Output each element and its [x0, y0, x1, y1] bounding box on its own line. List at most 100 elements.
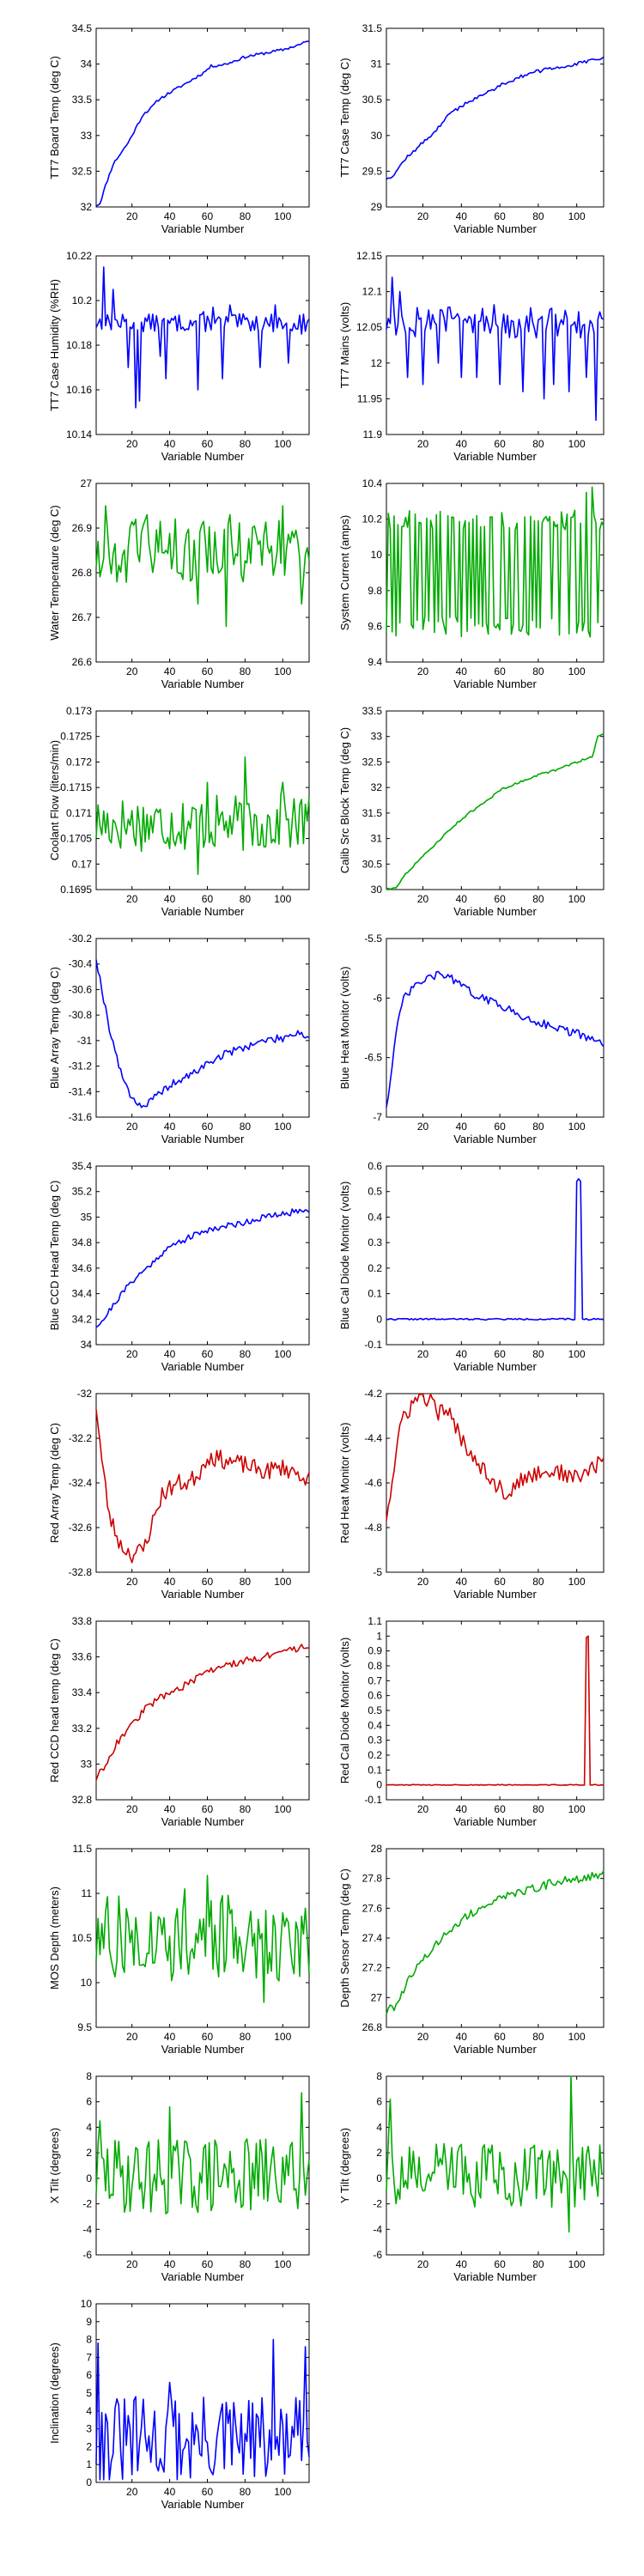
y-tick-label: 33.2	[72, 1722, 93, 1735]
y-axis-label: MOS Depth (meters)	[48, 1886, 61, 1990]
y-tick-label: 9.8	[368, 585, 382, 597]
y-tick-label: 0.2	[368, 1749, 382, 1761]
x-tick-label: 60	[202, 2258, 214, 2270]
y-tick-label: 30.5	[362, 858, 383, 870]
x-axis-label: Variable Number	[453, 1815, 537, 1828]
y-tick-label: 10.14	[66, 428, 92, 440]
y-tick-label: 32.5	[72, 165, 93, 177]
x-tick-label: 100	[274, 893, 291, 905]
y-tick-label: 35	[81, 1211, 93, 1223]
y-tick-label: 0.171	[66, 807, 92, 819]
x-tick-label: 40	[456, 893, 468, 905]
plot-frame	[95, 1393, 310, 1573]
y-tick-label: 30	[371, 130, 383, 142]
x-tick-label: 100	[568, 2258, 586, 2270]
y-tick-label: 31.5	[362, 22, 383, 34]
y-tick-label: 27.6	[362, 1902, 383, 1914]
y-tick-label: -32	[77, 1388, 93, 1400]
y-tick-label: 33	[81, 1758, 93, 1770]
y-axis-label: Water Temperature (deg C)	[48, 505, 61, 641]
x-axis-label: Variable Number	[161, 1815, 245, 1828]
y-tick-label: -6	[373, 2249, 382, 2261]
x-tick-label: 20	[126, 2031, 138, 2043]
y-axis-label: Blue CCD Head Temp (deg C)	[48, 1181, 61, 1331]
plot-frame	[95, 938, 310, 1118]
x-tick-label: 40	[164, 210, 176, 222]
data-series-line	[386, 732, 605, 890]
x-axis-label: Variable Number	[453, 677, 537, 690]
x-tick-label: 100	[568, 1121, 586, 1133]
data-series-line	[95, 2338, 310, 2481]
x-tick-label: 20	[417, 1348, 429, 1360]
y-tick-label: -32.2	[69, 1432, 93, 1444]
y-tick-label: 6	[86, 2096, 92, 2108]
x-tick-label: 100	[568, 2031, 586, 2043]
y-tick-label: 1	[86, 2458, 92, 2470]
x-tick-label: 80	[532, 1348, 544, 1360]
y-tick-label: 0.1	[368, 1764, 382, 1776]
y-tick-label: 8	[86, 2334, 92, 2346]
y-axis-label: Red CCD head temp (deg C)	[48, 1638, 61, 1783]
y-tick-label: 0.8	[368, 1660, 382, 1672]
chart-panel-13: -32.8 -32.6 -32.4 -32.2 -32 20 40 60 80 100 Variab…	[48, 1388, 310, 1601]
y-tick-label: 4	[86, 2405, 92, 2417]
y-tick-label: 0.172	[66, 756, 92, 768]
data-series-line	[95, 756, 310, 875]
data-series-line	[386, 486, 605, 638]
y-tick-label: 33.8	[72, 1615, 93, 1627]
y-tick-label: 32.8	[72, 1794, 93, 1806]
plot-frame	[386, 1620, 605, 1801]
plot-frame	[95, 255, 310, 435]
x-tick-label: 80	[240, 1121, 252, 1133]
x-tick-label: 20	[417, 1803, 429, 1815]
x-tick-label: 20	[126, 1348, 138, 1360]
y-tick-label: 33.6	[72, 1651, 93, 1663]
x-tick-label: 20	[126, 1121, 138, 1133]
plot-frame	[386, 710, 605, 890]
x-tick-label: 100	[568, 1576, 586, 1588]
y-tick-label: 0.1705	[60, 833, 92, 845]
y-tick-label: -6	[82, 2249, 92, 2261]
x-tick-label: 100	[274, 2486, 291, 2498]
chart-panel-18: 26.8 27 27.2 27.4 27.6 27.8 28 20 40 60 80 100 Varia…	[338, 1843, 605, 2056]
y-tick-label: 10.16	[66, 384, 92, 396]
y-tick-label: -32.6	[69, 1522, 93, 1534]
data-series-line	[386, 56, 605, 180]
x-tick-label: 40	[164, 2258, 176, 2270]
x-tick-label: 60	[494, 438, 506, 450]
y-tick-label: -4	[373, 2223, 382, 2235]
y-tick-label: -32.4	[69, 1477, 93, 1489]
y-tick-label: 10.2	[72, 295, 93, 307]
data-series-line	[386, 1178, 605, 1321]
y-tick-label: -31	[77, 1035, 93, 1047]
x-tick-label: 80	[532, 2258, 544, 2270]
x-tick-label: 40	[164, 665, 176, 677]
y-tick-label: 34	[81, 1339, 93, 1351]
chart-panel-7: 0.1695 0.17 0.1705 0.171 0.1715 0.172 0.1725 0.…	[48, 705, 310, 918]
x-tick-label: 60	[202, 210, 214, 222]
y-tick-label: -5.5	[364, 933, 382, 945]
plot-frame	[95, 27, 310, 208]
x-tick-label: 20	[417, 665, 429, 677]
y-tick-label: 6	[86, 2369, 92, 2381]
chart-panel-4: 11.9 11.95 12 12.05 12.1 12.15 20 40 60 80 100 Vari…	[338, 250, 605, 463]
y-tick-label: -6.5	[364, 1052, 382, 1064]
x-axis-label: Variable Number	[161, 450, 245, 463]
y-tick-label: 33.4	[72, 1686, 93, 1698]
x-tick-label: 60	[494, 1348, 506, 1360]
y-axis-label: Blue Heat Monitor (volts)	[338, 966, 351, 1089]
x-tick-label: 60	[494, 665, 506, 677]
y-tick-label: 33.5	[362, 705, 383, 717]
x-tick-label: 100	[568, 893, 586, 905]
x-tick-label: 40	[164, 893, 176, 905]
y-tick-label: 0.5	[368, 1186, 382, 1198]
x-tick-label: 40	[456, 1348, 468, 1360]
x-tick-label: 20	[126, 2486, 138, 2498]
x-tick-label: 100	[274, 665, 291, 677]
y-tick-label: 27	[371, 1991, 383, 2003]
x-tick-label: 100	[568, 438, 586, 450]
y-tick-label: 1.1	[368, 1615, 382, 1627]
y-tick-label: 4	[376, 2121, 382, 2133]
x-axis-label: Variable Number	[453, 2043, 537, 2056]
y-tick-label: 0.173	[66, 705, 92, 717]
